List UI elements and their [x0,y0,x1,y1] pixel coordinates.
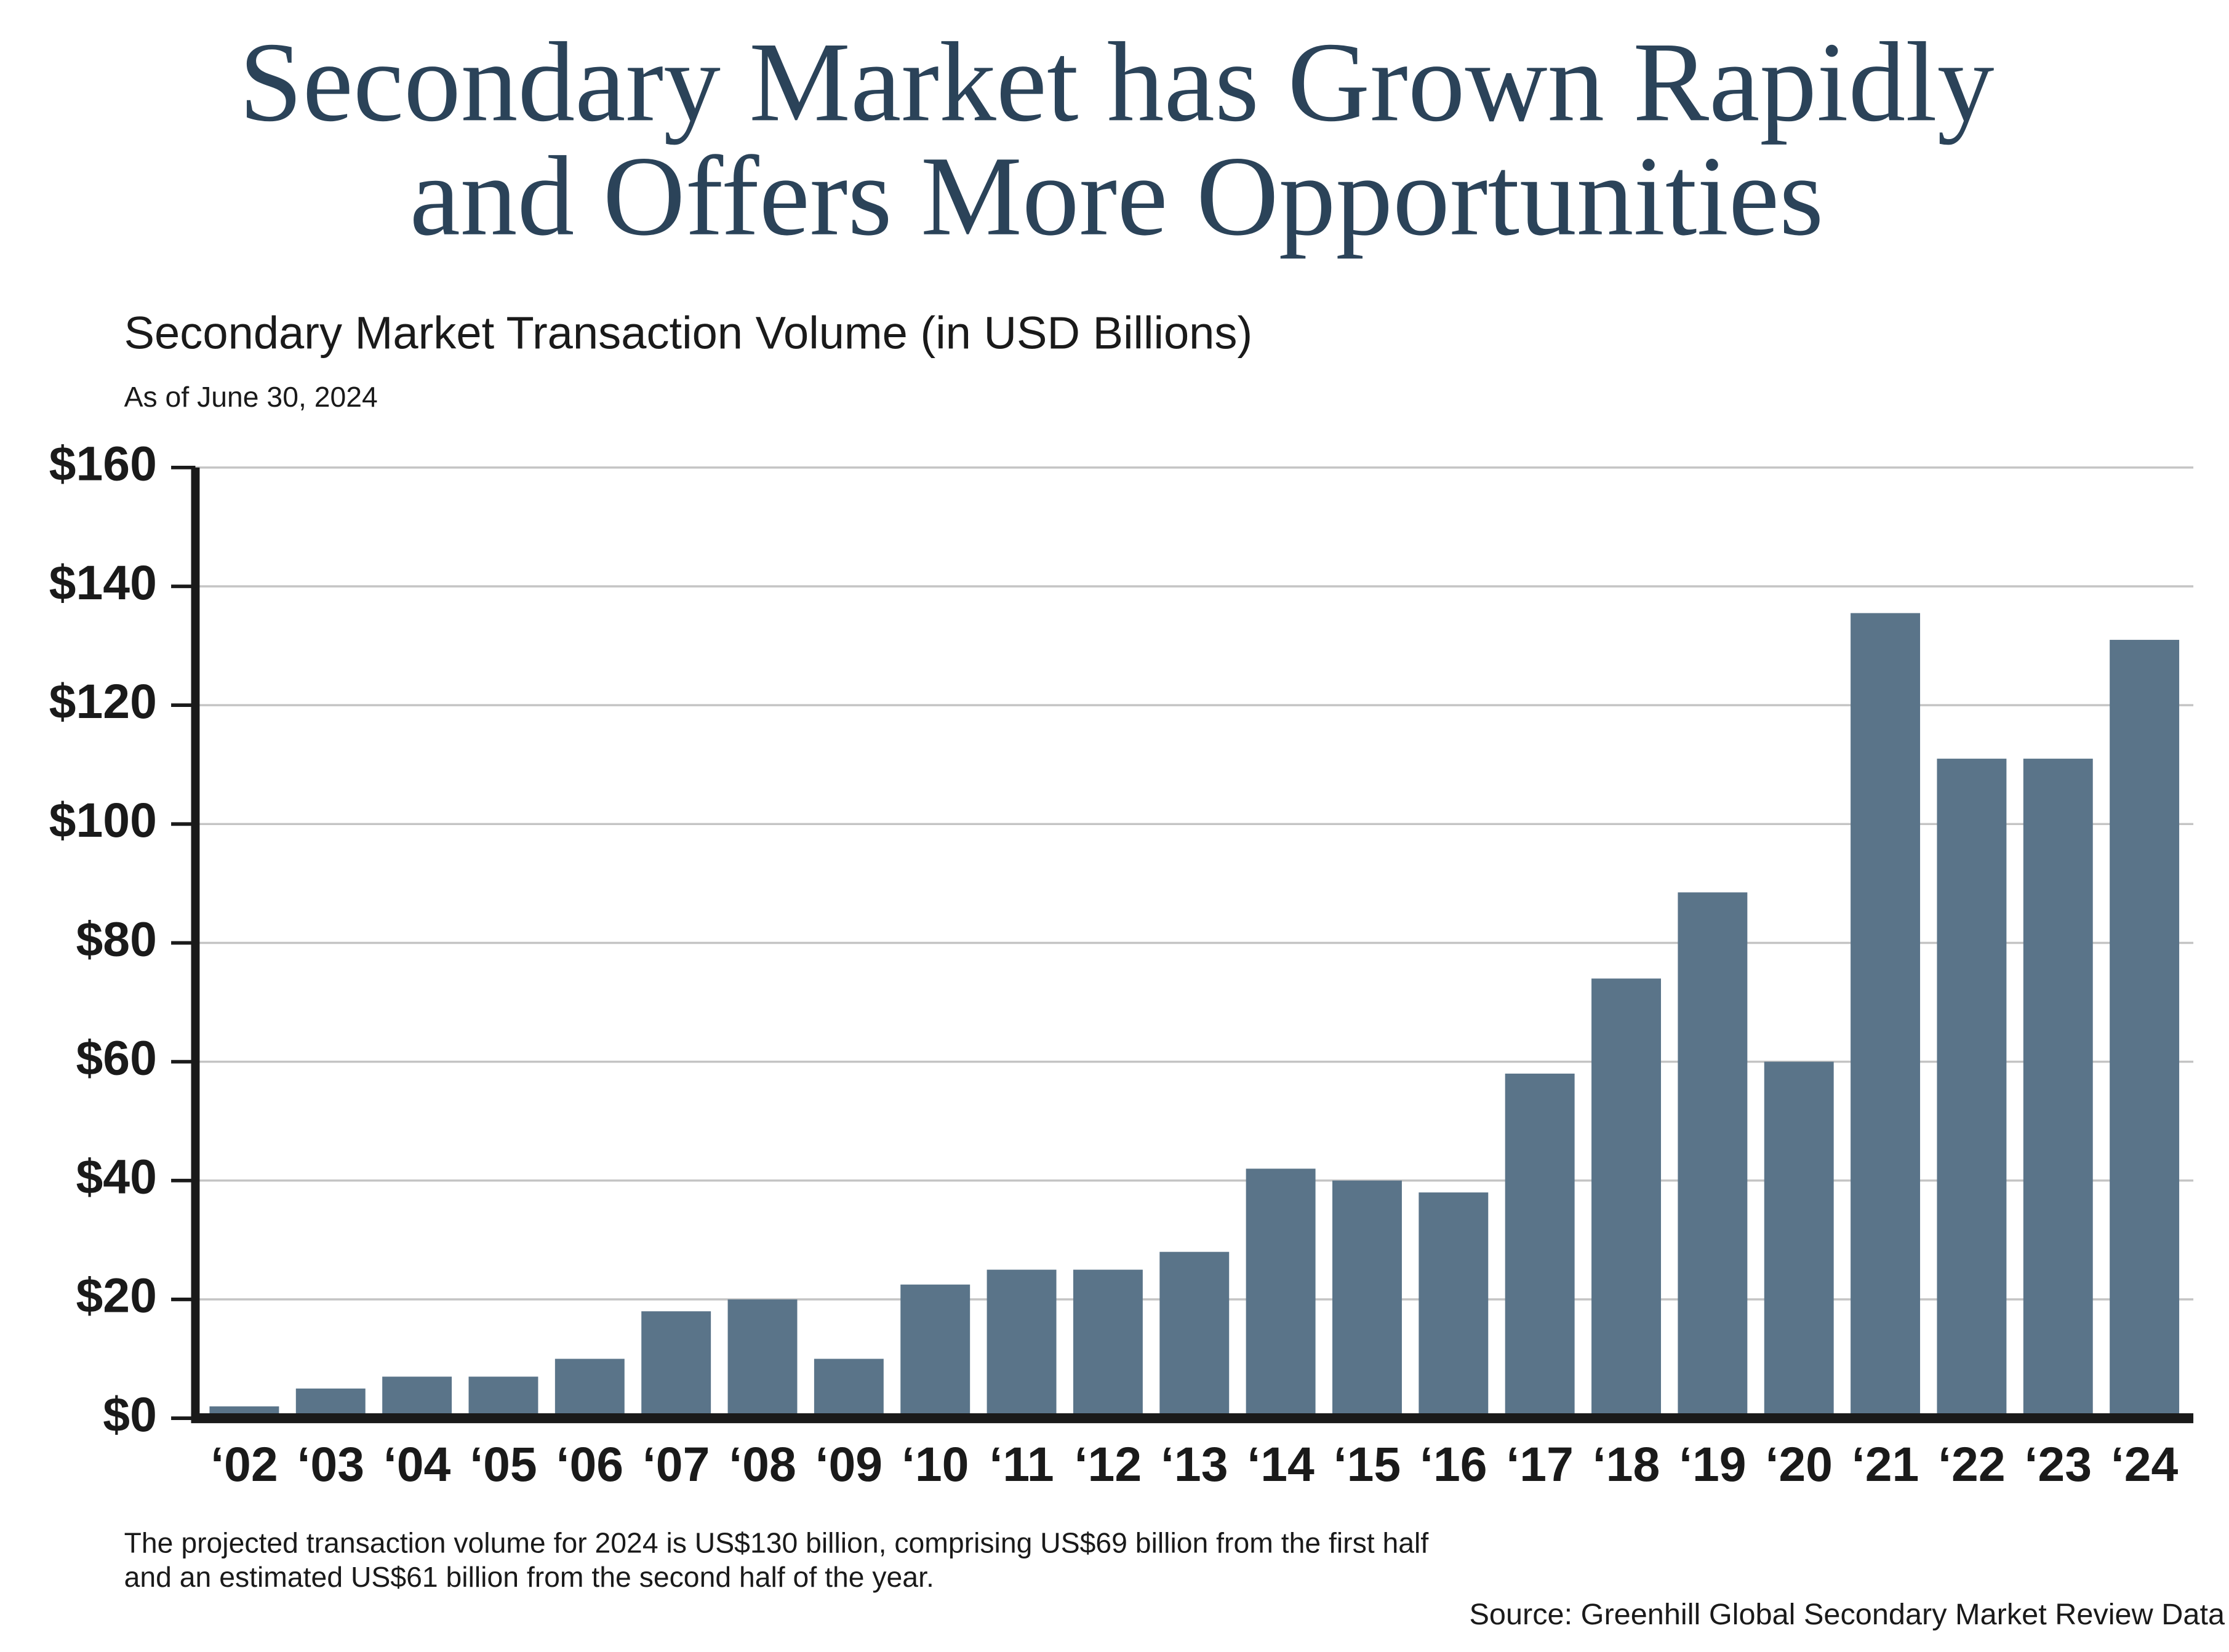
x-tick-label: ‘09 [815,1437,883,1491]
bar [1591,978,1661,1419]
x-tick-label: ‘03 [297,1437,365,1491]
x-tick-label: ‘23 [2025,1437,2092,1491]
x-tick-label: ‘17 [1506,1437,1574,1491]
x-tick-label: ‘04 [383,1437,451,1491]
bar [1505,1073,1575,1419]
chart-subtitle: Secondary Market Transaction Volume (in … [124,307,1253,358]
bar [1159,1251,1230,1419]
x-tick-label: ‘24 [2111,1437,2179,1491]
bar [900,1284,970,1419]
x-tick-label: ‘19 [1679,1437,1747,1491]
bar [2110,639,2180,1419]
bar [382,1376,452,1419]
bar [1246,1168,1316,1419]
x-tick-label: ‘05 [470,1437,537,1491]
x-tick-label: ‘16 [1420,1437,1487,1491]
bar [1851,613,1921,1419]
x-tick-label: ‘10 [902,1437,969,1491]
date-note: As of June 30, 2024 [124,381,378,413]
bar [727,1299,798,1419]
y-tick-label: $120 [49,674,157,728]
x-tick-label: ‘08 [729,1437,796,1491]
bar [468,1376,538,1419]
x-tick-label: ‘13 [1161,1437,1228,1491]
x-tick-label: ‘12 [1074,1437,1142,1491]
chart-title: and Offers More Opportunities [410,134,1824,260]
x-tick-label: ‘11 [989,1437,1054,1491]
x-tick-label: ‘22 [1938,1437,2006,1491]
y-tick-label: $20 [76,1269,156,1323]
bar [1764,1061,1834,1419]
x-tick-label: ‘07 [642,1437,710,1491]
source: Source: Greenhill Global Secondary Marke… [1469,1598,2225,1631]
bar [2023,759,2093,1419]
bar [1419,1192,1489,1419]
bar [554,1359,625,1419]
bar [1332,1180,1402,1419]
y-tick-label: $80 [76,912,156,966]
x-tick-label: ‘15 [1334,1437,1401,1491]
bar [1937,759,2007,1419]
y-tick-label: $100 [49,793,157,847]
bar [814,1359,884,1419]
y-tick-label: $140 [49,556,157,610]
footnote: and an estimated US$61 billion from the … [124,1561,934,1593]
bar [1073,1269,1143,1419]
footnote: The projected transaction volume for 202… [124,1526,1429,1558]
x-tick-label: ‘18 [1593,1437,1660,1491]
bar [1678,892,1748,1419]
y-tick-label: $160 [49,437,157,491]
bar [641,1311,711,1419]
y-tick-label: $0 [103,1387,157,1442]
x-tick-label: ‘02 [210,1437,278,1491]
y-tick-label: $40 [76,1150,156,1204]
x-tick-label: ‘20 [1765,1437,1833,1491]
x-tick-label: ‘14 [1247,1437,1315,1491]
x-tick-label: ‘06 [556,1437,624,1491]
y-tick-label: $60 [76,1031,156,1085]
chart-title: Secondary Market has Grown Rapidly [239,19,1994,145]
x-tick-label: ‘21 [1852,1437,1919,1491]
bar [986,1269,1057,1419]
